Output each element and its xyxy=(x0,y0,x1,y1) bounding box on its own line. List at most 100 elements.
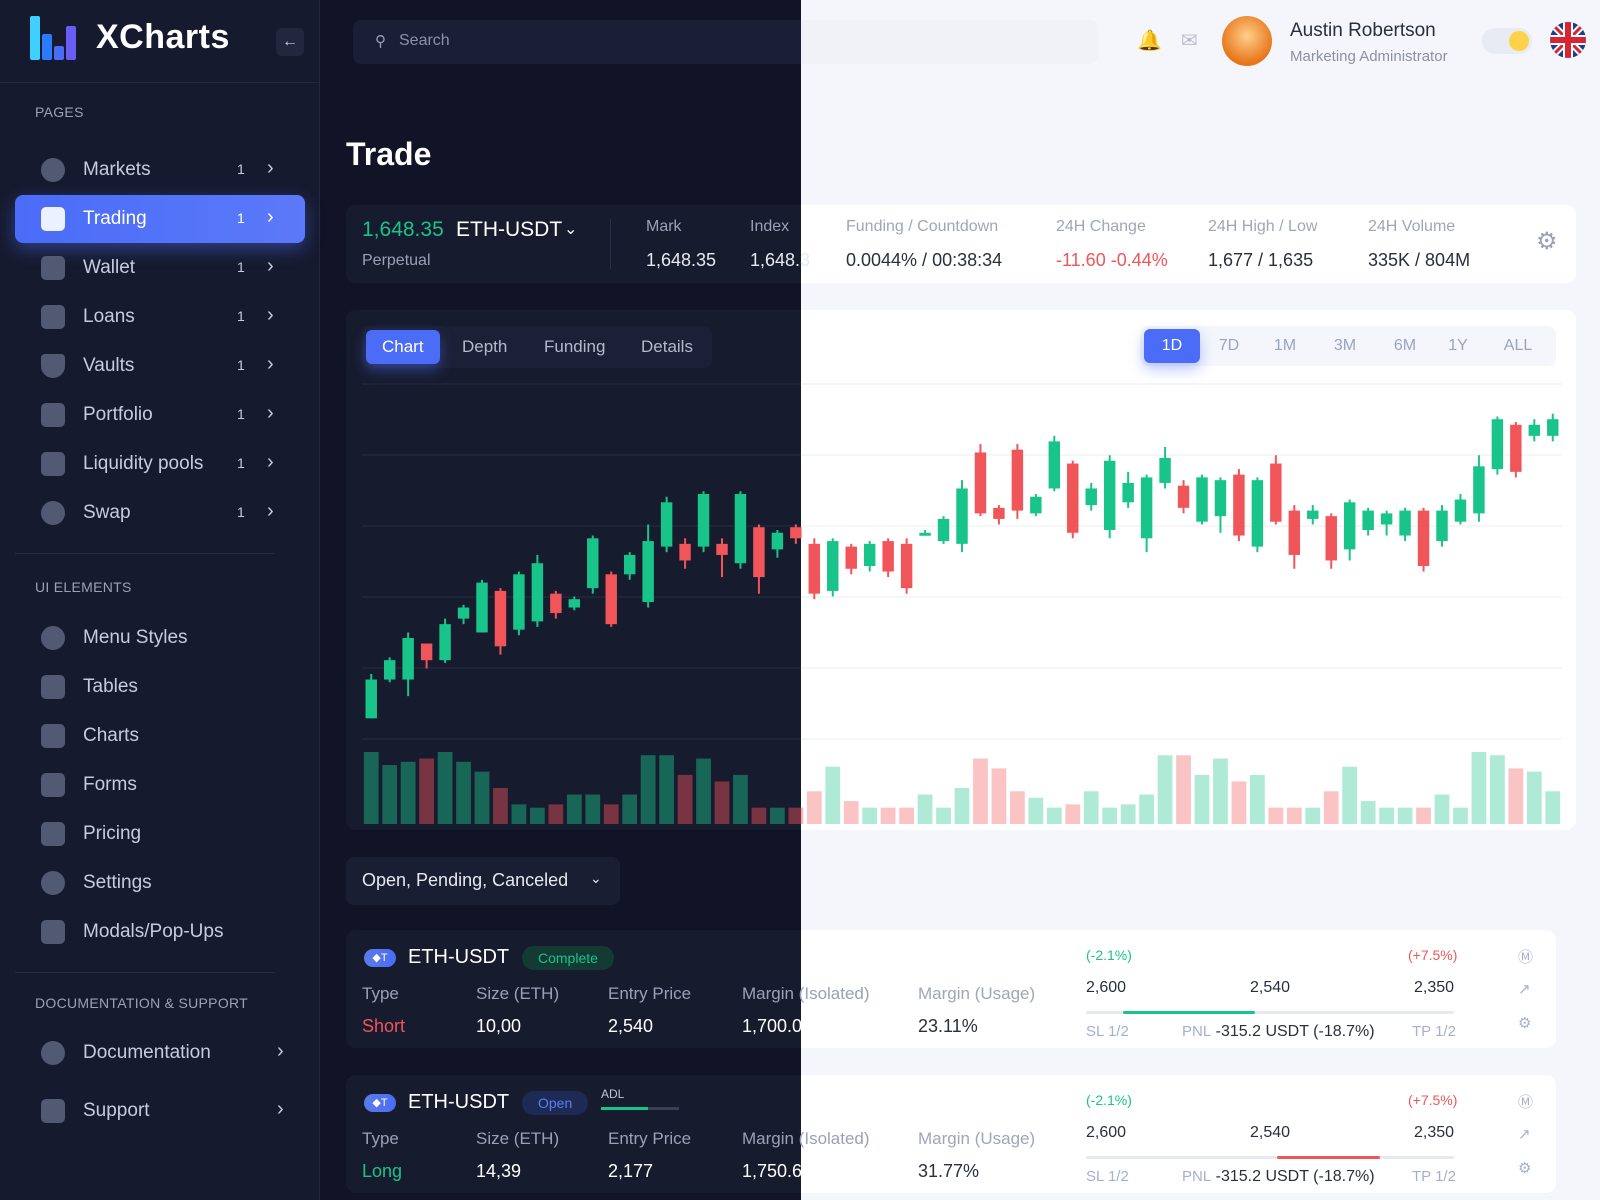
chevron-right-icon: › xyxy=(267,402,274,424)
volume-bar xyxy=(493,788,508,824)
chevron-right-icon: › xyxy=(267,304,274,326)
candle-up xyxy=(827,541,839,591)
range-3m[interactable]: 3M xyxy=(1333,337,1357,354)
search-bar[interactable]: ⚲ Search xyxy=(353,20,1098,64)
dollar-circle-icon[interactable]: Ⓜ xyxy=(1518,1094,1534,1111)
sidebar-item-forms[interactable]: Forms xyxy=(15,761,305,809)
brand-name: XCharts xyxy=(96,18,230,56)
sl-label[interactable]: SL 1/2 xyxy=(1086,1023,1129,1040)
external-link-icon[interactable]: ↗ xyxy=(1518,981,1531,998)
book-icon xyxy=(41,1041,65,1065)
sidebar-item-markets[interactable]: Markets 1 › xyxy=(15,146,305,194)
user-name: Austin Robertson xyxy=(1290,20,1436,41)
sidebar-item-loans[interactable]: Loans 1 › xyxy=(15,293,305,341)
sidebar-item-pricing[interactable]: Pricing xyxy=(15,810,305,858)
status-filter-dropdown[interactable]: Open, Pending, Canceled ⌄ xyxy=(346,857,620,905)
sidebar-item-modals[interactable]: Modals/Pop-Ups xyxy=(15,908,305,956)
tab-funding[interactable]: Funding xyxy=(544,337,606,356)
chat-icon xyxy=(41,1099,65,1123)
volume-bar xyxy=(1323,791,1339,824)
candle-down xyxy=(1288,510,1301,555)
sl-label[interactable]: SL 1/2 xyxy=(1086,1168,1129,1185)
candlestick-chart[interactable] xyxy=(362,380,1562,825)
volume-bar xyxy=(474,771,490,824)
sidebar-item-portfolio[interactable]: Portfolio 1 › xyxy=(15,391,305,439)
range-all[interactable]: ALL xyxy=(1503,337,1533,354)
range-7d[interactable]: 7D xyxy=(1218,337,1240,354)
sidebar-item-vaults[interactable]: Vaults 1 › xyxy=(15,342,305,390)
volume-bar xyxy=(1046,807,1062,824)
candle-down xyxy=(900,543,913,589)
chart-tabs: Chart Depth Funding Details xyxy=(362,326,712,368)
sidebar-item-liquidity-pools[interactable]: Liquidity pools 1 › xyxy=(15,440,305,488)
sidebar-item-wallet[interactable]: Wallet 1 › xyxy=(15,244,305,292)
time-range-selector: 1D 7D 1M 3M 6M 1Y ALL xyxy=(1140,326,1556,366)
tab-depth[interactable]: Depth xyxy=(462,337,508,356)
candle-up xyxy=(1048,441,1061,489)
volume-bar xyxy=(1360,801,1376,824)
tab-chart[interactable]: Chart xyxy=(366,330,440,364)
candle-up xyxy=(531,563,544,622)
chevron-right-icon: › xyxy=(267,255,274,277)
sidebar-item-charts[interactable]: Charts xyxy=(15,712,305,760)
filter-label: Open, Pending, Canceled xyxy=(362,870,569,890)
field-label: Margin (Isolated) xyxy=(742,1129,870,1148)
avatar[interactable] xyxy=(1222,16,1272,66)
candle-up xyxy=(1399,510,1411,536)
entry-level: 2,540 xyxy=(1250,1124,1291,1141)
range-1d[interactable]: 1D xyxy=(1144,329,1200,363)
sidebar-item-menu-styles[interactable]: Menu Styles xyxy=(15,614,305,662)
pair-selector[interactable]: ETH-USDT xyxy=(456,218,563,241)
chevron-right-icon: › xyxy=(277,1098,284,1120)
sidebar-item-label: Documentation xyxy=(83,1042,211,1063)
theme-toggle[interactable] xyxy=(1482,28,1532,54)
pnl-amount: -315.2 USDT (-18.7%) xyxy=(1215,1023,1375,1040)
sl-price: 2,600 xyxy=(1086,979,1127,996)
sl-percent: (-2.1%) xyxy=(1086,947,1132,963)
candle-up xyxy=(365,679,377,719)
tp-label[interactable]: TP 1/2 xyxy=(1412,1168,1456,1185)
sidebar-item-count: 1 xyxy=(237,259,245,275)
chevron-down-icon[interactable]: ⌄ xyxy=(564,221,578,238)
gear-icon[interactable]: ⚙ xyxy=(1518,1015,1532,1032)
candle-down xyxy=(716,543,728,555)
mail-icon[interactable]: ✉ xyxy=(1181,30,1198,52)
candle-up xyxy=(956,488,968,544)
position-card[interactable]: ◆T ETH-USDT Open ADL Type Long Size (ETH… xyxy=(346,1075,1556,1193)
candle-down xyxy=(605,574,617,625)
chart-icon xyxy=(41,724,65,748)
dollar-tag-icon xyxy=(41,822,65,846)
candle-up xyxy=(383,660,396,680)
sidebar-item-support[interactable]: Support › xyxy=(15,1087,305,1135)
dollar-circle-icon[interactable]: Ⓜ xyxy=(1518,949,1534,966)
position-card[interactable]: ◆T ETH-USDT Complete Type Short Size (ET… xyxy=(346,930,1556,1048)
candle-down xyxy=(550,593,562,614)
stat-value: 1,648.35 xyxy=(646,250,717,270)
volume-bar xyxy=(936,807,951,824)
tp-price: 2,350 xyxy=(1414,979,1455,996)
sidebar-item-documentation[interactable]: Documentation › xyxy=(15,1029,305,1077)
range-6m[interactable]: 6M xyxy=(1393,337,1417,354)
sidebar-divider xyxy=(15,972,275,973)
settings-gear-icon[interactable]: ⚙ xyxy=(1536,228,1558,255)
sidebar-item-swap[interactable]: Swap 1 › xyxy=(15,489,305,537)
volume-bar xyxy=(382,765,398,824)
tab-details[interactable]: Details xyxy=(641,337,693,356)
gear-icon[interactable]: ⚙ xyxy=(1518,1160,1532,1177)
candle-down xyxy=(420,643,433,661)
external-link-icon[interactable]: ↗ xyxy=(1518,1126,1531,1143)
candle-down xyxy=(679,543,691,561)
sl-price: 2,600 xyxy=(1086,1124,1127,1141)
sidebar-item-trading[interactable]: Trading 1 › xyxy=(15,195,305,243)
volume-bar xyxy=(899,807,914,824)
volume-bar xyxy=(917,794,933,824)
range-1y[interactable]: 1Y xyxy=(1448,337,1468,354)
candle-up xyxy=(660,502,673,547)
sidebar-item-settings[interactable]: Settings xyxy=(15,859,305,907)
collapse-sidebar-button[interactable]: ← xyxy=(276,28,304,56)
tp-label[interactable]: TP 1/2 xyxy=(1412,1023,1456,1040)
sidebar-item-tables[interactable]: Tables xyxy=(15,663,305,711)
bell-icon[interactable]: 🔔 xyxy=(1137,30,1162,52)
uk-flag-icon[interactable] xyxy=(1550,22,1586,58)
range-1m[interactable]: 1M xyxy=(1273,337,1297,354)
